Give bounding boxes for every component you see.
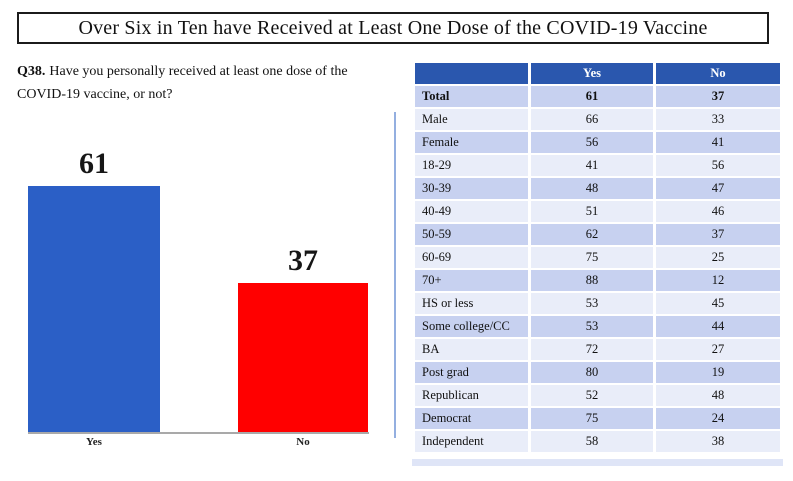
cell-yes: 88 (531, 270, 653, 291)
cell-yes: 72 (531, 339, 653, 360)
table-row: Post grad 80 19 (415, 362, 780, 383)
row-label: Democrat (415, 408, 528, 429)
cell-yes: 61 (531, 86, 653, 107)
bar-chart: 61 37 Yes No (28, 149, 369, 448)
cell-yes: 48 (531, 178, 653, 199)
row-label: 30-39 (415, 178, 528, 199)
row-label: 70+ (415, 270, 528, 291)
cell-yes: 75 (531, 247, 653, 268)
title-banner: Over Six in Ten have Received at Least O… (17, 12, 769, 44)
demographics-table-header: Yes No (415, 63, 780, 84)
bar-yes (28, 186, 160, 432)
question-body: Have you personally received at least on… (17, 64, 348, 102)
row-label: 60-69 (415, 247, 528, 268)
row-label: HS or less (415, 293, 528, 314)
table-row: Total 61 37 (415, 86, 780, 107)
row-label: Total (415, 86, 528, 107)
row-label: 40-49 (415, 201, 528, 222)
header-cell-yes: Yes (531, 63, 653, 84)
table-row: 50-59 62 37 (415, 224, 780, 245)
cell-no: 44 (656, 316, 780, 337)
bar-no (238, 283, 368, 432)
table-row: BA 72 27 (415, 339, 780, 360)
question-number: Q38. (17, 64, 46, 79)
table-row: 60-69 75 25 (415, 247, 780, 268)
table-row: Republican 52 48 (415, 385, 780, 406)
bar-group-yes: 61 (28, 149, 160, 432)
row-label: Independent (415, 431, 528, 452)
row-label: Male (415, 109, 528, 130)
table-row: 30-39 48 47 (415, 178, 780, 199)
table-row: Some college/CC 53 44 (415, 316, 780, 337)
row-label: Post grad (415, 362, 528, 383)
cell-no: 38 (656, 431, 780, 452)
cell-yes: 62 (531, 224, 653, 245)
cell-no: 19 (656, 362, 780, 383)
table-row: Male 66 33 (415, 109, 780, 130)
cell-yes: 58 (531, 431, 653, 452)
bar-value-label-no: 37 (288, 244, 318, 277)
cell-yes: 75 (531, 408, 653, 429)
chart-baseline (28, 432, 369, 434)
header-cell-no: No (656, 63, 780, 84)
cell-yes: 51 (531, 201, 653, 222)
table-row: 18-29 41 56 (415, 155, 780, 176)
cell-yes: 52 (531, 385, 653, 406)
cell-no: 48 (656, 385, 780, 406)
table-row: Female 56 41 (415, 132, 780, 153)
cell-yes: 56 (531, 132, 653, 153)
row-label: Some college/CC (415, 316, 528, 337)
cell-yes: 80 (531, 362, 653, 383)
row-label: 18-29 (415, 155, 528, 176)
cell-no: 37 (656, 86, 780, 107)
cell-no: 37 (656, 224, 780, 245)
bar-group-no: 37 (238, 246, 368, 432)
table-row: 40-49 51 46 (415, 201, 780, 222)
cell-no: 33 (656, 109, 780, 130)
cell-no: 24 (656, 408, 780, 429)
table-row: Democrat 75 24 (415, 408, 780, 429)
cell-yes: 41 (531, 155, 653, 176)
header-cell-blank (415, 63, 528, 84)
cell-no: 41 (656, 132, 780, 153)
row-label: Female (415, 132, 528, 153)
demographics-table: Yes No Total 61 37 Male 66 33 Female 56 41 18-29 4… (412, 61, 783, 454)
header-row: Yes No (415, 63, 780, 84)
bar-value-label-yes: 61 (79, 147, 109, 180)
table-row: HS or less 53 45 (415, 293, 780, 314)
table-row: Independent 58 38 (415, 431, 780, 452)
cell-yes: 53 (531, 316, 653, 337)
cell-no: 45 (656, 293, 780, 314)
demographics-table-body: Total 61 37 Male 66 33 Female 56 41 18-29 41 56 30-3… (415, 86, 780, 452)
row-label: 50-59 (415, 224, 528, 245)
table-row: 70+ 88 12 (415, 270, 780, 291)
cell-yes: 66 (531, 109, 653, 130)
cell-no: 46 (656, 201, 780, 222)
row-label: Republican (415, 385, 528, 406)
table-bottom-strip (412, 459, 783, 466)
cell-no: 25 (656, 247, 780, 268)
cell-yes: 53 (531, 293, 653, 314)
cell-no: 47 (656, 178, 780, 199)
row-label: BA (415, 339, 528, 360)
scan-artifact-line (394, 112, 396, 438)
cell-no: 56 (656, 155, 780, 176)
page-title: Over Six in Ten have Received at Least O… (78, 16, 708, 39)
cell-no: 12 (656, 270, 780, 291)
axis-label-yes: Yes (86, 436, 102, 448)
cell-no: 27 (656, 339, 780, 360)
question-text: Q38. Have you personally received at leas… (17, 60, 379, 106)
axis-label-no: No (296, 436, 310, 448)
